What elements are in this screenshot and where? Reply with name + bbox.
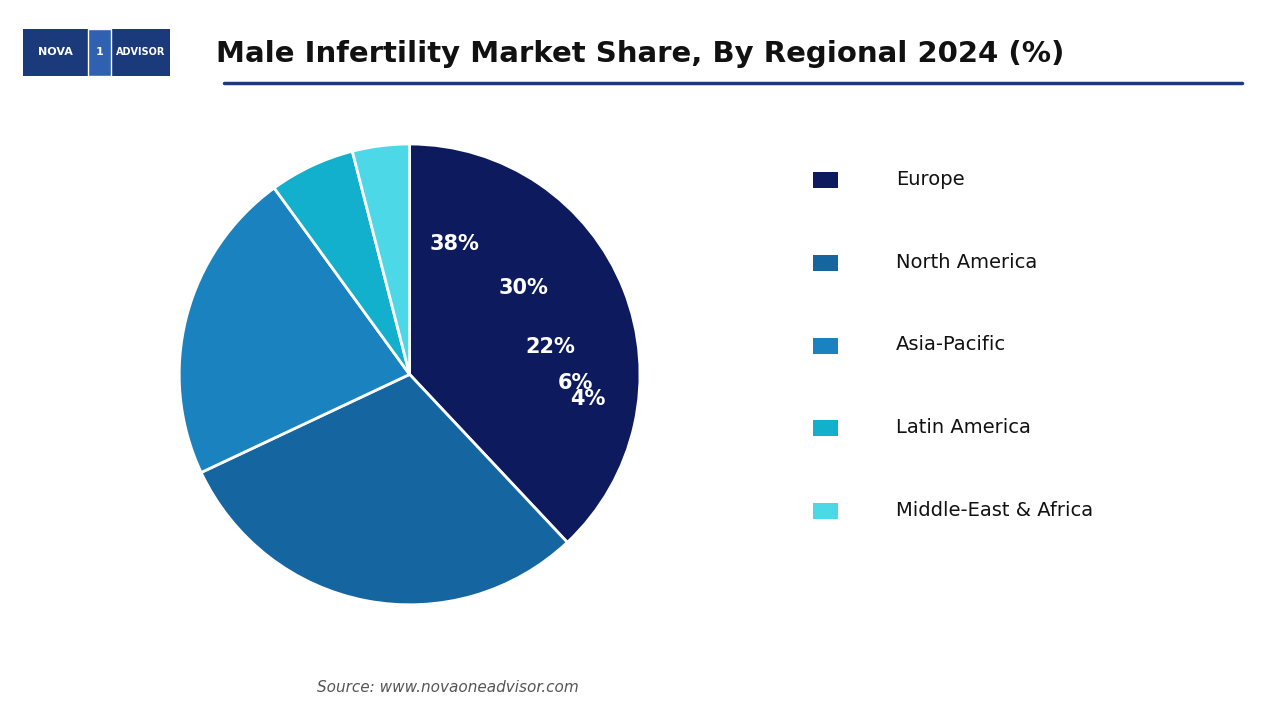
Text: 30%: 30%: [499, 279, 549, 298]
Text: Source: www.novaoneadvisor.com: Source: www.novaoneadvisor.com: [317, 680, 579, 695]
Text: ADVISOR: ADVISOR: [116, 48, 165, 57]
Text: 6%: 6%: [558, 373, 593, 393]
Text: Male Infertility Market Share, By Regional 2024 (%): Male Infertility Market Share, By Region…: [216, 40, 1064, 68]
Text: Asia-Pacific: Asia-Pacific: [896, 336, 1006, 354]
Text: North America: North America: [896, 253, 1037, 271]
Wedge shape: [179, 188, 410, 472]
Text: Latin America: Latin America: [896, 418, 1030, 437]
Text: 1: 1: [96, 48, 104, 57]
Text: 4%: 4%: [570, 390, 605, 410]
Text: Middle-East & Africa: Middle-East & Africa: [896, 501, 1093, 520]
Wedge shape: [274, 151, 410, 374]
Wedge shape: [201, 374, 567, 605]
Text: NOVA: NOVA: [38, 48, 73, 57]
Text: Europe: Europe: [896, 170, 965, 189]
Wedge shape: [352, 144, 410, 374]
Text: 22%: 22%: [525, 337, 575, 357]
Wedge shape: [410, 144, 640, 542]
Text: 38%: 38%: [430, 234, 480, 253]
